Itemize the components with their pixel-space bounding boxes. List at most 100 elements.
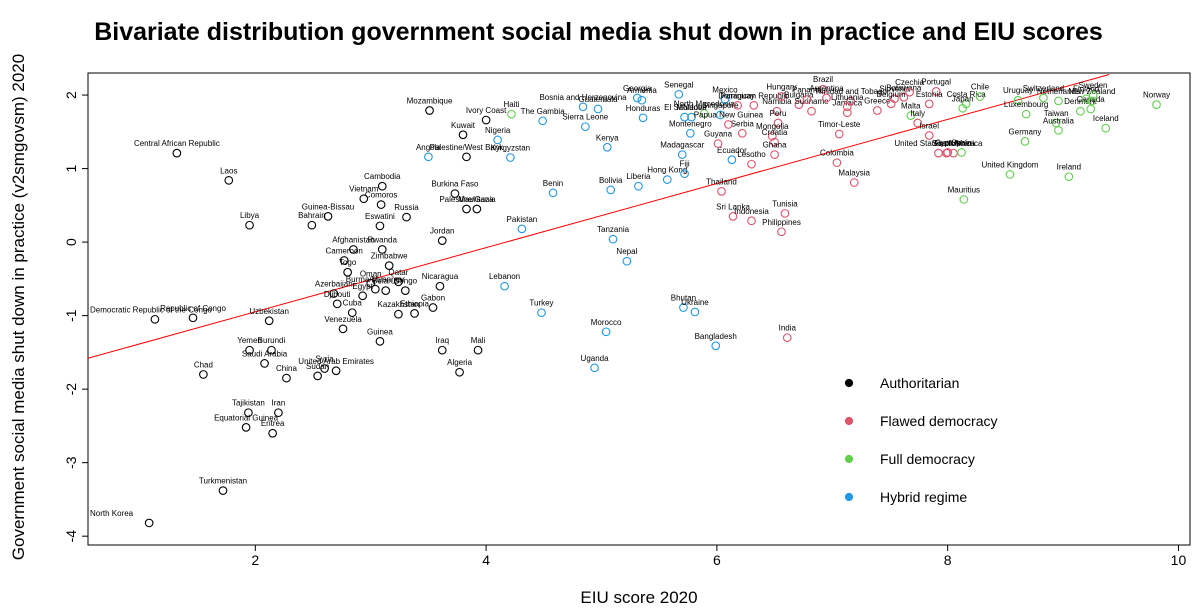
point-label: Moldova — [676, 103, 707, 112]
data-point — [462, 152, 471, 162]
data-point — [777, 92, 786, 101]
data-point — [394, 309, 403, 319]
data-point — [794, 100, 804, 109]
data-point — [343, 267, 352, 277]
data-point — [375, 221, 385, 231]
point-label: Bosnia and Herzegovina — [539, 93, 627, 102]
point-label: Senegal — [664, 80, 694, 89]
point-label: Dominican Republic — [718, 91, 789, 100]
point-label: Thailand — [706, 177, 737, 186]
data-point — [338, 324, 348, 334]
x-tick-label: 6 — [713, 552, 721, 568]
data-point — [507, 109, 516, 119]
data-point — [472, 204, 482, 214]
point-label: Panama — [792, 85, 822, 94]
data-point — [264, 316, 274, 326]
point-label: Liberia — [626, 172, 651, 181]
data-point — [713, 139, 723, 148]
point-label: Libya — [240, 211, 260, 220]
data-point — [924, 131, 934, 140]
point-label: North Korea — [90, 509, 134, 518]
data-point — [455, 367, 464, 377]
data-point — [358, 291, 367, 301]
point-label: Hong Kong — [647, 166, 687, 175]
y-axis: -4 -3 -2 -1 0 1 2 — [63, 91, 88, 542]
data-point — [622, 256, 632, 266]
trend-line — [87, 73, 1110, 359]
point-label: Afghanistan — [332, 235, 374, 244]
point-label: United Arab Emirates — [298, 357, 374, 366]
point-label: Taiwan — [1044, 109, 1069, 118]
point-label: Germany — [1009, 127, 1042, 136]
data-point — [685, 128, 695, 138]
point-label: China — [276, 364, 297, 373]
y-tick-label: 1 — [63, 164, 79, 172]
data-point — [720, 95, 730, 104]
data-point — [711, 341, 721, 351]
x-axis-label: EIU score 2020 — [580, 588, 698, 607]
data-point — [481, 115, 491, 125]
point-label: Uruguay — [1003, 86, 1033, 95]
point-label: Bhutan — [671, 294, 696, 303]
point-label: Togo — [339, 258, 357, 267]
point-label: Indonesia — [734, 207, 769, 216]
point-label: Turkmenistan — [199, 477, 247, 486]
data-point — [842, 102, 852, 112]
data-point — [905, 87, 914, 97]
point-label: Paraguay — [721, 91, 755, 100]
point-label: Iraq — [435, 336, 449, 345]
data-point — [282, 373, 291, 383]
data-point — [924, 99, 934, 109]
data-point — [244, 408, 253, 418]
y-tick-label: 2 — [63, 91, 79, 99]
point-label: Rwanda — [368, 235, 398, 244]
legend-swatch — [844, 492, 854, 502]
point-label: Pakistan — [507, 215, 538, 224]
point-label: Sierra Leone — [562, 113, 608, 122]
data-point — [1088, 90, 1098, 100]
data-point — [1152, 100, 1161, 109]
point-label: Kuwait — [451, 121, 476, 130]
data-point — [727, 155, 737, 165]
point-label: Mexico — [712, 85, 738, 94]
data-point — [384, 261, 394, 270]
point-label: Georgia — [623, 84, 652, 93]
point-label: Cameroon — [325, 246, 362, 255]
point-label: Eswatini — [365, 212, 395, 221]
data-point — [377, 181, 387, 191]
data-point — [1081, 94, 1091, 104]
point-label: Bangladesh — [695, 332, 737, 341]
data-point — [548, 188, 558, 198]
data-point — [822, 93, 831, 103]
point-label: Cuba — [343, 299, 363, 308]
point-label: Lebanon — [489, 272, 520, 281]
data-point — [199, 370, 208, 379]
legend-label: Authoritarian — [880, 375, 959, 391]
point-label: Iceland — [1093, 114, 1119, 123]
data-point — [934, 148, 943, 158]
point-label: Palestine/West Bank — [430, 143, 505, 152]
data-point — [172, 148, 182, 158]
point-label: Lithuania — [831, 93, 864, 102]
point-label: Belgium — [877, 90, 906, 99]
point-label: Namibia — [762, 97, 792, 106]
data-point — [601, 327, 611, 337]
point-label: Gabon — [421, 294, 445, 303]
data-point — [807, 106, 816, 116]
data-point — [375, 336, 385, 346]
point-label: Sweden — [1079, 81, 1108, 90]
point-label: Ukraine — [681, 298, 709, 307]
x-axis: 2 4 6 8 10 — [251, 545, 1186, 568]
point-label: Peru — [770, 109, 787, 118]
point-label: Czechia — [895, 78, 924, 87]
point-label: Guatemala — [578, 95, 618, 104]
data-point — [425, 106, 434, 115]
point-label: Yemen — [237, 336, 262, 345]
point-label: Montenegro — [669, 119, 712, 128]
point-label: Nicaragua — [422, 272, 459, 281]
data-point — [1054, 96, 1063, 106]
point-label: Egypt — [352, 282, 373, 291]
data-point — [780, 209, 790, 218]
data-point — [590, 363, 599, 373]
data-point — [462, 204, 471, 214]
